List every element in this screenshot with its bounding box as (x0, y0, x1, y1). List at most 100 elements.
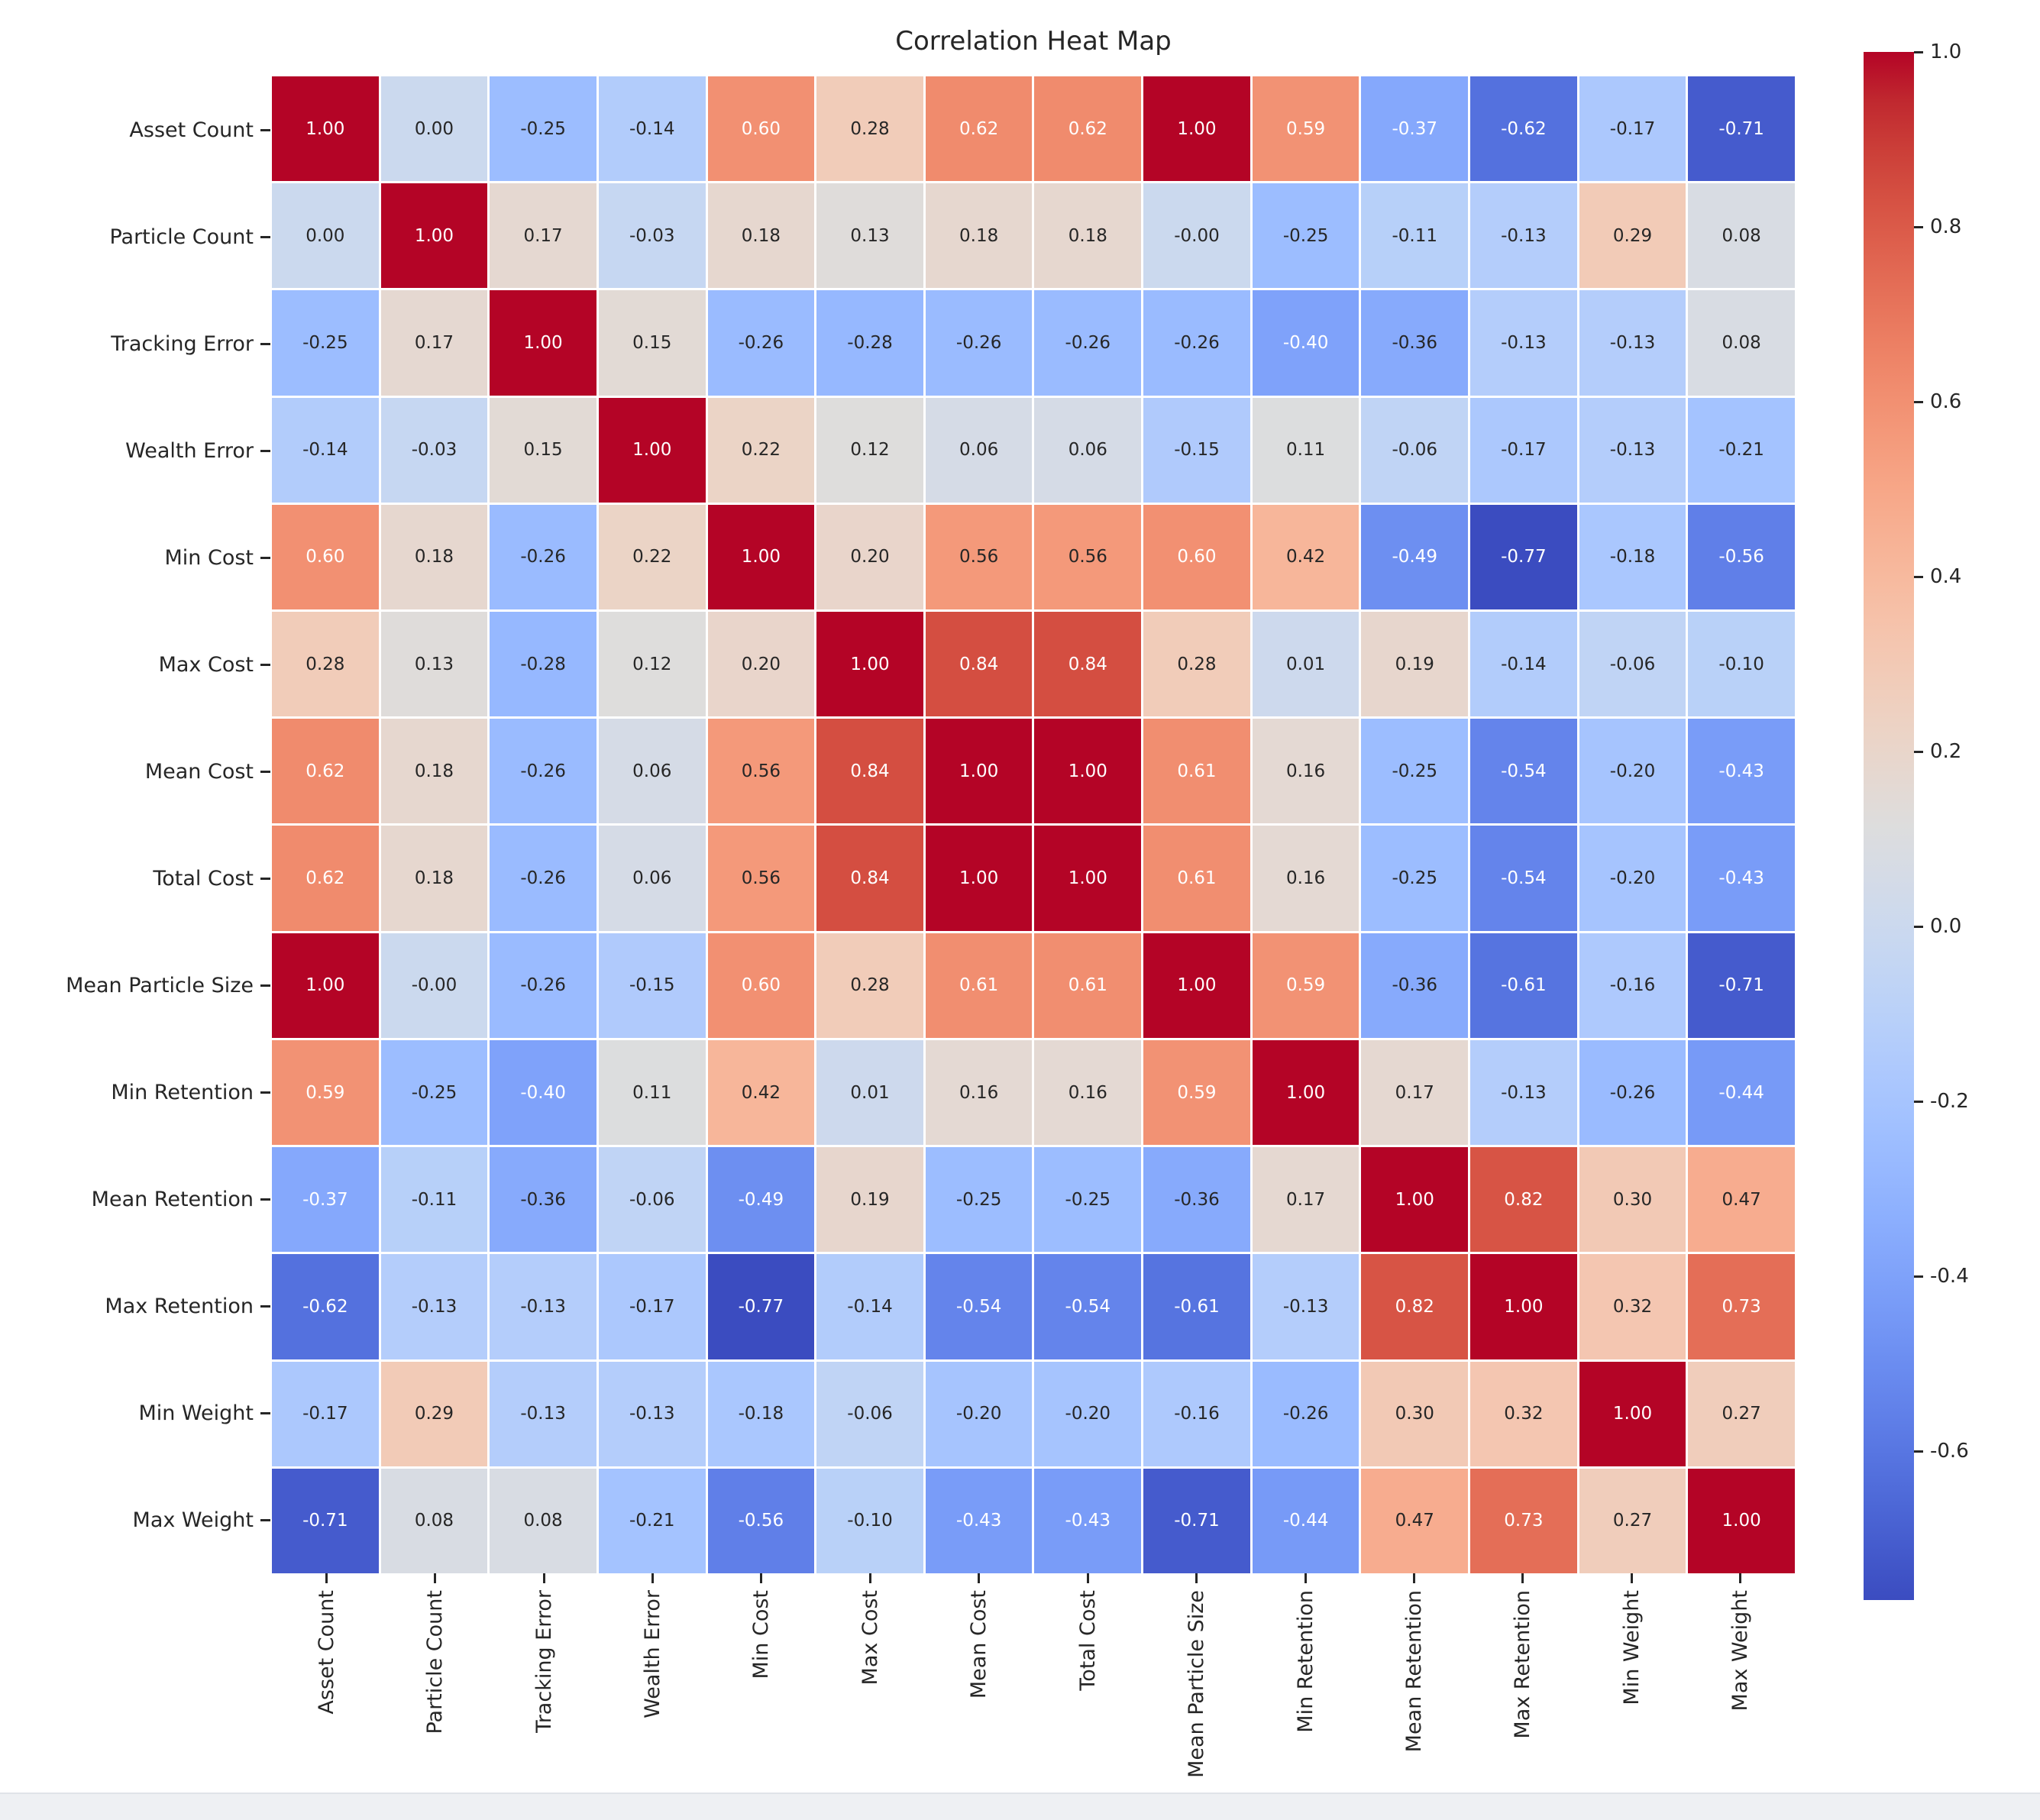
heatmap-cell: -0.43 (1688, 826, 1795, 931)
y-axis-tick (260, 1091, 270, 1094)
heatmap-cell: 0.61 (1034, 933, 1142, 1038)
heatmap-cell: 0.59 (272, 1039, 379, 1146)
heatmap-cell: -0.17 (1470, 397, 1577, 503)
heatmap-cell: -0.77 (1470, 504, 1577, 610)
x-axis-tick (1739, 1573, 1742, 1583)
y-axis-labels: Asset Count Particle Count Tracking Error W… (0, 76, 272, 1573)
heatmap-cell: 0.29 (1579, 183, 1686, 289)
heatmap-cell: 1.00 (598, 397, 706, 503)
heatmap-cell: -0.10 (1688, 612, 1795, 717)
heatmap-cell: -0.10 (816, 1468, 923, 1573)
heatmap-cell: 0.82 (1470, 1147, 1577, 1253)
row-label: Particle Count (0, 183, 272, 290)
heatmap-cell: 1.00 (490, 290, 596, 396)
heatmap-cell: 0.15 (490, 397, 596, 503)
heatmap-cell: 0.30 (1579, 1147, 1686, 1253)
heatmap-cell: 0.56 (925, 504, 1033, 610)
heatmap-cell: 0.61 (925, 933, 1033, 1038)
row-label: Min Retention (0, 1039, 272, 1146)
heatmap-cell: -0.56 (707, 1468, 815, 1573)
col-label-text: Total Cost (1075, 1590, 1100, 1691)
colorbar-tick-mark (1914, 575, 1923, 578)
heatmap-cell: -0.37 (272, 1147, 379, 1253)
heatmap-cell: -0.44 (1252, 1468, 1359, 1573)
heatmap-cell: 0.56 (1034, 504, 1142, 610)
heatmap-cell: 0.20 (816, 504, 923, 610)
heatmap-cell: -0.71 (272, 1468, 379, 1573)
heatmap-cell: 0.17 (380, 290, 488, 396)
heatmap-cell: 1.00 (380, 183, 488, 289)
heatmap-cell: -0.71 (1688, 76, 1795, 182)
col-label-text: Min Weight (1619, 1590, 1644, 1705)
x-axis-tick (1086, 1573, 1089, 1583)
heatmap-cell: -0.18 (707, 1361, 815, 1466)
heatmap-cell: 0.01 (816, 1039, 923, 1146)
col-label-text: Mean Cost (967, 1590, 991, 1699)
heatmap-cell: 0.18 (925, 183, 1033, 289)
heatmap-cell: -0.15 (1143, 397, 1250, 503)
y-axis-tick (260, 1411, 270, 1414)
heatmap-cell: -0.26 (1579, 1039, 1686, 1146)
col-label-text: Particle Count (423, 1590, 448, 1734)
heatmap-cell: 0.16 (1252, 826, 1359, 931)
y-axis-tick (260, 770, 270, 773)
x-axis-tick (434, 1573, 437, 1583)
col-label: Mean Particle Size (1142, 1573, 1250, 1819)
heatmap-cell: -0.26 (490, 933, 596, 1038)
heatmap-cell: -0.61 (1143, 1254, 1250, 1359)
heatmap-cell: -0.14 (816, 1254, 923, 1359)
heatmap-cell: -0.44 (1688, 1039, 1795, 1146)
col-label-text: Max Cost (858, 1590, 882, 1686)
heatmap-cell: -0.36 (1361, 290, 1469, 396)
heatmap-cell: -0.06 (598, 1147, 706, 1253)
heatmap-cell: -0.77 (707, 1254, 815, 1359)
heatmap-cell: 0.08 (380, 1468, 488, 1573)
heatmap-cell: 0.19 (816, 1147, 923, 1253)
heatmap-cell: -0.40 (490, 1039, 596, 1146)
heatmap-cell: 0.84 (816, 719, 923, 824)
heatmap-cell: 0.47 (1361, 1468, 1469, 1573)
row-label: Total Cost (0, 825, 272, 932)
heatmap-cell: 0.60 (707, 933, 815, 1038)
heatmap-cell: 1.00 (1143, 76, 1250, 182)
row-label-text: Particle Count (109, 225, 254, 249)
row-label: Max Retention (0, 1253, 272, 1359)
colorbar-tick-value: 0.8 (1930, 215, 1962, 239)
chart-title: Correlation Heat Map (895, 26, 1172, 57)
row-label: Asset Count (0, 76, 272, 183)
row-label-text: Total Cost (153, 866, 254, 891)
heatmap-cell: -0.13 (1579, 397, 1686, 503)
row-label-text: Max Weight (132, 1508, 254, 1532)
heatmap-cell: -0.13 (1252, 1254, 1359, 1359)
colorbar (1864, 52, 1914, 1600)
heatmap-cell: -0.21 (1688, 397, 1795, 503)
heatmap-cell: -0.43 (1688, 719, 1795, 824)
y-axis-tick (260, 1518, 270, 1521)
heatmap-cell: -0.25 (1034, 1147, 1142, 1253)
y-axis-tick (260, 128, 270, 131)
row-label-text: Mean Retention (91, 1187, 254, 1211)
heatmap-cell: 0.16 (925, 1039, 1033, 1146)
y-axis-tick (260, 556, 270, 559)
heatmap-cell: 0.15 (598, 290, 706, 396)
row-label-text: Max Retention (105, 1294, 254, 1318)
col-label-text: Mean Retention (1401, 1590, 1426, 1753)
heatmap-cell: 0.08 (1688, 290, 1795, 396)
heatmap-cell: -0.20 (925, 1361, 1033, 1466)
col-label: Particle Count (380, 1573, 489, 1819)
heatmap-cell: -0.20 (1579, 826, 1686, 931)
col-label: Max Cost (816, 1573, 924, 1819)
x-axis-tick (542, 1573, 545, 1583)
heatmap-cell: 1.00 (272, 76, 379, 182)
heatmap-cell: -0.25 (490, 76, 596, 182)
heatmap-cell: 0.32 (1579, 1254, 1686, 1359)
heatmap-cell: -0.49 (707, 1147, 815, 1253)
heatmap-cell: -0.13 (490, 1361, 596, 1466)
heatmap-cell: -0.11 (380, 1147, 488, 1253)
heatmap-cell: -0.26 (925, 290, 1033, 396)
heatmap-cell: 0.61 (1143, 719, 1250, 824)
col-label: Min Cost (707, 1573, 816, 1819)
y-axis-tick (260, 1198, 270, 1201)
colorbar-tick-mark (1914, 1100, 1923, 1103)
